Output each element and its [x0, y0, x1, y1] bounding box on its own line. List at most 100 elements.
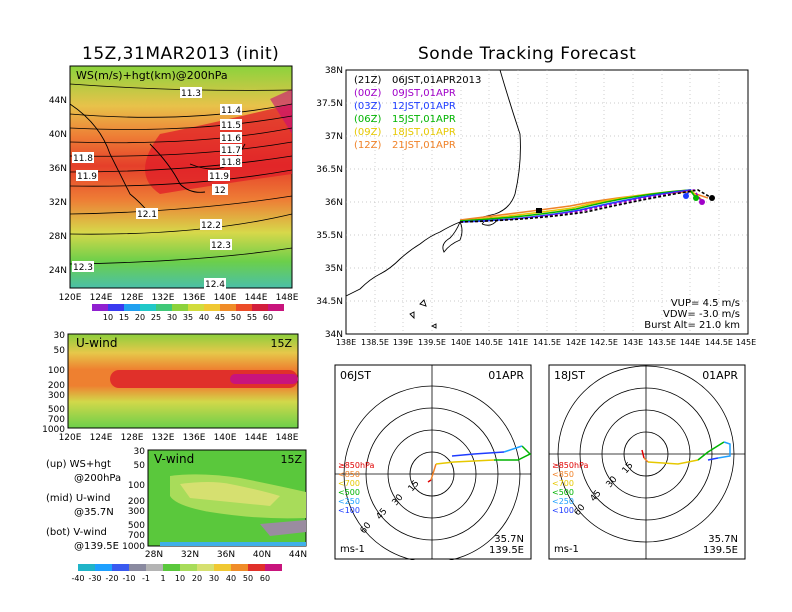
contour-label: 11.5	[221, 121, 241, 131]
svg-text:148E: 148E	[276, 293, 299, 303]
svg-text:-20: -20	[105, 574, 118, 583]
svg-text:20: 20	[192, 574, 202, 583]
svg-text:50: 50	[134, 461, 146, 471]
svg-text:-10: -10	[122, 574, 135, 583]
svg-text:36N: 36N	[325, 198, 343, 208]
svg-text:144E: 144E	[245, 433, 268, 443]
svg-text:10: 10	[103, 313, 113, 322]
hodo-left-lon: 139.5E	[489, 545, 524, 556]
v-wind-p-ticks: 30 50 100 200 300 500 700 1000	[122, 447, 145, 552]
wind-speed-map: 11.3 11.4 11.5 11.6 11.7 11.8 11.8 11.9 …	[49, 65, 299, 322]
svg-text:148E: 148E	[276, 433, 299, 443]
svg-text:06JST,01APR2013: 06JST,01APR2013	[392, 75, 481, 86]
svg-text:VDW= -3.0 m/s: VDW= -3.0 m/s	[663, 309, 740, 320]
contour-label: 12.4	[205, 280, 225, 290]
note-up: (up) WS+hgt	[46, 459, 111, 470]
svg-text:142.5E: 142.5E	[590, 338, 618, 347]
svg-text:132E: 132E	[152, 433, 175, 443]
svg-text:28N: 28N	[145, 550, 163, 560]
u-wind-time: 15Z	[270, 337, 292, 350]
svg-text:143E: 143E	[623, 338, 643, 347]
v-wind-label: V-wind	[154, 452, 194, 466]
map-colorbar-labels: 10 15 20 25 30 35 40 45 50 55 60	[103, 313, 273, 322]
svg-text:(06Z): (06Z)	[354, 114, 381, 125]
svg-text:15: 15	[119, 313, 129, 322]
svg-text:Burst Alt= 21.0 km: Burst Alt= 21.0 km	[644, 320, 740, 331]
svg-text:45: 45	[215, 313, 225, 322]
svg-text:120E: 120E	[59, 433, 82, 443]
svg-text:145E: 145E	[736, 338, 756, 347]
u-wind-p-ticks: 30 50 100 200 300 500 700 1000	[42, 331, 65, 435]
hodograph-left: 15 30 45 60 06JST 01APR ≥850hPa <850 <70…	[334, 364, 532, 560]
svg-text:30: 30	[209, 574, 219, 583]
contour-label: 11.4	[221, 106, 241, 116]
svg-text:50: 50	[243, 574, 253, 583]
side-notes: (up) WS+hgt @200hPa (mid) U-wind @35.7N …	[46, 458, 121, 554]
contour-label: 11.7	[221, 146, 241, 156]
svg-text:120E: 120E	[59, 293, 82, 303]
svg-text:38N: 38N	[325, 66, 343, 76]
svg-text:21JST,01APR: 21JST,01APR	[392, 140, 456, 151]
hodo-left-time: 06JST	[340, 369, 371, 382]
svg-text:139.5E: 139.5E	[418, 338, 446, 347]
svg-text:20: 20	[135, 313, 145, 322]
hodograph-right: 15 30 45 60 18JST 01APR ≥850hPa <850 <70…	[548, 364, 746, 560]
svg-text:40: 40	[226, 574, 236, 583]
svg-text:139E: 139E	[393, 338, 413, 347]
contour-labels: 11.3 11.4 11.5 11.6 11.7 11.8 11.8 11.9 …	[72, 87, 242, 290]
note-bot: (bot) V-wind	[46, 527, 107, 538]
svg-text:140E: 140E	[214, 293, 237, 303]
svg-text:100: 100	[128, 481, 145, 491]
svg-text:(09Z): (09Z)	[354, 127, 381, 138]
hodo-right-time: 18JST	[554, 369, 585, 382]
v-wind-time: 15Z	[280, 453, 302, 466]
svg-text:55: 55	[247, 313, 257, 322]
hodo-right-unit: ms-1	[554, 544, 579, 555]
svg-text:700: 700	[128, 531, 145, 541]
svg-text:37N: 37N	[325, 132, 343, 142]
svg-text:32N: 32N	[181, 550, 199, 560]
svg-text:30: 30	[134, 447, 146, 457]
svg-text:35: 35	[183, 313, 193, 322]
svg-text:140E: 140E	[214, 433, 237, 443]
contour-label: 12.2	[201, 221, 221, 231]
svg-text:136E: 136E	[183, 433, 206, 443]
u-wind-panel: U-wind 15Z 30 50 100 200 300 500 700 100…	[42, 331, 299, 443]
svg-text:144.5E: 144.5E	[705, 338, 733, 347]
svg-text:36N: 36N	[49, 164, 67, 174]
svg-text:-1: -1	[142, 574, 150, 583]
svg-text:(03Z): (03Z)	[354, 101, 381, 112]
track-params: VUP= 4.5 m/s VDW= -3.0 m/s Burst Alt= 21…	[644, 298, 740, 331]
svg-text:-30: -30	[88, 574, 101, 583]
sonde-track-map: (21Z) 06JST,01APR2013 (00Z) 09JST,01APR (0…	[316, 66, 756, 347]
svg-text:<700: <700	[338, 479, 360, 488]
svg-text:500: 500	[128, 521, 145, 531]
contour-label: 11.9	[77, 172, 97, 182]
svg-text:500: 500	[48, 405, 65, 415]
svg-text:124E: 124E	[90, 433, 113, 443]
svg-text:35.5N: 35.5N	[316, 231, 343, 241]
contour-label: 11.8	[221, 158, 241, 168]
svg-text:36.5N: 36.5N	[316, 165, 343, 175]
hodo-right-levels: ≥850hPa <850 <700 <500 <250 <100	[552, 461, 589, 515]
svg-text:128E: 128E	[121, 433, 144, 443]
contour-label: 12.1	[137, 210, 157, 220]
svg-text:132E: 132E	[152, 293, 175, 303]
svg-text:1000: 1000	[122, 542, 145, 552]
svg-text:124E: 124E	[90, 293, 113, 303]
svg-text:15JST,01APR: 15JST,01APR	[392, 114, 456, 125]
svg-text:<100: <100	[552, 506, 574, 515]
note-up2: @200hPa	[74, 473, 122, 484]
svg-text:<100: <100	[338, 506, 360, 515]
svg-text:18JST,01APR: 18JST,01APR	[392, 127, 456, 138]
svg-text:35N: 35N	[325, 264, 343, 274]
hodo-right-date: 01APR	[702, 369, 738, 382]
note-mid2: @35.7N	[74, 507, 114, 518]
hodo-right-lon: 139.5E	[703, 545, 738, 556]
svg-text:<700: <700	[552, 479, 574, 488]
svg-text:144E: 144E	[680, 338, 700, 347]
svg-text:44N: 44N	[289, 550, 307, 560]
svg-text:(21Z): (21Z)	[354, 75, 381, 86]
svg-text:<850: <850	[552, 470, 574, 479]
svg-text:60: 60	[260, 574, 270, 583]
